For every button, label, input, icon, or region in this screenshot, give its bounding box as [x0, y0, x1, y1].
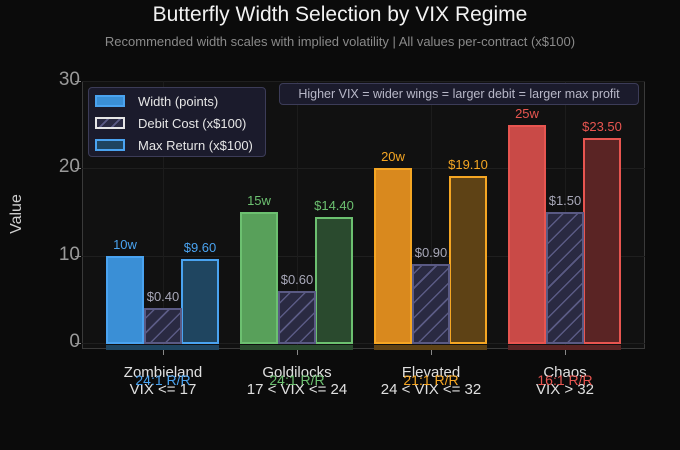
- bar-max-return: [449, 176, 487, 344]
- legend-item-debit: Debit Cost (x$100): [95, 114, 246, 132]
- bar-debit-cost: [144, 308, 182, 344]
- category-vix-range: VIX > 32: [536, 381, 594, 398]
- bar-debit-cost: [412, 264, 450, 344]
- y-tick-mark: [75, 81, 81, 82]
- value-label-width: 20w: [381, 149, 405, 165]
- y-tick-label: 30: [58, 69, 80, 90]
- value-label-return: $14.40: [314, 198, 354, 214]
- y-tick-label: 0: [69, 331, 80, 352]
- category-name: Chaos: [543, 364, 587, 381]
- category-vix-range: VIX <= 17: [129, 381, 197, 398]
- legend-label: Debit Cost (x$100): [138, 115, 247, 131]
- reward-risk-label: 16:1 R/R: [537, 372, 593, 388]
- legend: Width (points) Debit Cost (x$100) Max Re…: [88, 87, 266, 157]
- reward-risk-label: 21:1 R/R: [403, 372, 459, 388]
- y-tick-mark: [75, 168, 81, 170]
- legend-label: Max Return (x$100): [138, 137, 253, 153]
- value-label-debit: $0.60: [280, 271, 314, 287]
- category-name: Elevated: [401, 364, 461, 381]
- category-vix-range: 24 < VIX <= 32: [380, 381, 482, 398]
- legend-swatch-width: [95, 95, 125, 107]
- gridline-horizontal: [82, 168, 645, 170]
- gridline-vertical: [163, 81, 164, 349]
- value-label-width: 25w: [515, 105, 539, 121]
- gridline-horizontal: [82, 81, 645, 82]
- group-base-strip: [106, 345, 219, 350]
- group-base-strip: [240, 345, 353, 350]
- chart-title: Butterfly Width Selection by VIX Regime: [152, 3, 528, 26]
- value-label-debit: $0.40: [146, 289, 180, 305]
- y-tick-label: 20: [58, 156, 80, 178]
- reward-risk-label: 24:1 R/R: [269, 372, 325, 388]
- group-base-strip: [508, 345, 621, 350]
- x-category-label: Zombieland VIX <= 17: [83, 364, 243, 398]
- category-name: Goldilocks: [262, 364, 332, 381]
- bar-max-return: [181, 259, 219, 344]
- bar-width: [508, 124, 546, 344]
- y-tick-mark: [75, 343, 81, 344]
- value-label-debit: $0.90: [414, 245, 448, 261]
- bar-max-return: [583, 137, 621, 344]
- x-category-label: Chaos VIX > 32: [485, 364, 645, 398]
- bar-width: [240, 212, 278, 344]
- value-label-debit: $1.50: [548, 193, 582, 208]
- x-category-label: Goldilocks 17 < VIX <= 24: [217, 364, 377, 398]
- x-tick-mark: [565, 350, 566, 355]
- group-base-strip: [374, 345, 487, 350]
- y-axis-label: Value: [8, 194, 25, 234]
- value-label-width: 15w: [247, 193, 271, 208]
- value-label-return: $23.50: [582, 118, 622, 134]
- x-tick-mark: [431, 350, 432, 355]
- category-vix-range: 17 < VIX <= 24: [246, 381, 348, 398]
- x-tick-mark: [297, 350, 298, 355]
- gridline-horizontal: [82, 343, 645, 344]
- x-tick-mark: [163, 350, 164, 355]
- bar-debit-cost: [278, 290, 316, 344]
- reward-risk-label: 24:1 R/R: [135, 372, 191, 388]
- bar-debit-cost: [546, 212, 584, 344]
- y-tick-label: 10: [58, 243, 80, 265]
- chart-subtitle: Recommended width scales with implied vo…: [104, 34, 576, 49]
- bar-max-return: [315, 217, 353, 344]
- value-label-return: $9.60: [183, 240, 217, 256]
- x-category-label: Elevated 24 < VIX <= 32: [351, 364, 511, 398]
- legend-label: Width (points): [138, 93, 219, 109]
- y-tick-mark: [75, 255, 81, 257]
- annotation-box: Higher VIX = wider wings = larger debit …: [279, 83, 639, 105]
- legend-item-return: Max Return (x$100): [95, 136, 253, 154]
- bar-width: [374, 168, 412, 344]
- bar-width: [106, 255, 144, 344]
- legend-item-width: Width (points): [95, 92, 218, 110]
- value-label-width: 10w: [113, 236, 137, 252]
- legend-swatch-return: [95, 139, 125, 151]
- legend-swatch-debit: [95, 117, 125, 129]
- gridline-horizontal: [82, 255, 645, 257]
- gridline-vertical: [431, 81, 432, 349]
- value-label-return: $19.10: [448, 157, 488, 173]
- category-name: Zombieland: [123, 364, 203, 381]
- gridline-vertical: [297, 81, 298, 349]
